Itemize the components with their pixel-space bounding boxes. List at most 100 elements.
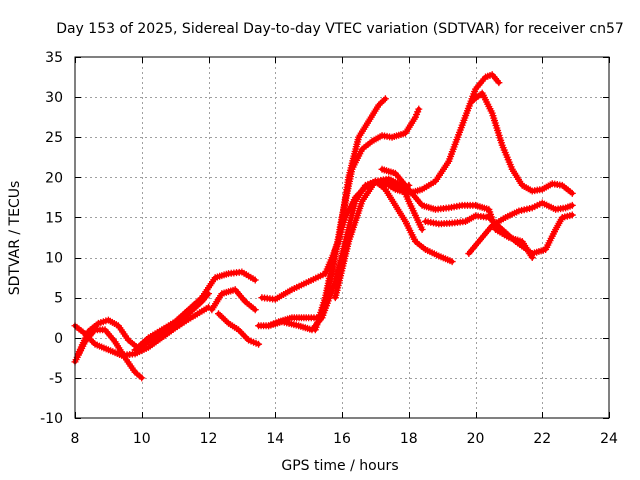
- data-point: [306, 315, 311, 320]
- data-point: [450, 221, 455, 226]
- data-point: [86, 329, 91, 334]
- data-point: [306, 279, 311, 284]
- y-tick-label: 30: [45, 90, 63, 106]
- data-point: [133, 370, 138, 375]
- data-point: [259, 295, 264, 300]
- data-point: [383, 187, 388, 192]
- data-point: [133, 347, 138, 352]
- data-point: [420, 227, 425, 232]
- data-point: [570, 203, 575, 208]
- data-point: [540, 187, 545, 192]
- series-track-b: [71, 303, 212, 359]
- data-point: [273, 297, 278, 302]
- data-point: [139, 375, 144, 380]
- data-point: [360, 147, 364, 152]
- series-track-o: [465, 199, 576, 258]
- data-point: [490, 72, 495, 77]
- data-point: [333, 295, 338, 300]
- data-point: [113, 339, 117, 344]
- data-point: [476, 239, 481, 244]
- data-point: [376, 103, 381, 108]
- data-point: [543, 247, 548, 252]
- y-tick-label: 0: [54, 331, 63, 347]
- data-point: [563, 205, 568, 210]
- data-point: [380, 133, 384, 138]
- data-point: [356, 135, 361, 140]
- data-point: [383, 96, 388, 101]
- data-point: [106, 318, 111, 323]
- data-point: [473, 203, 478, 208]
- data-point: [393, 203, 398, 208]
- data-point: [530, 205, 535, 210]
- data-point: [350, 167, 354, 172]
- x-axis-label: GPS time / hours: [281, 458, 398, 474]
- data-point: [473, 213, 478, 218]
- data-point: [496, 80, 501, 85]
- y-axis-label: SDTVAR / TECUs: [7, 181, 23, 296]
- x-tick-label: 22: [533, 431, 551, 447]
- data-point: [423, 219, 428, 224]
- data-point: [490, 223, 495, 228]
- data-point: [226, 271, 231, 276]
- data-point: [423, 247, 428, 252]
- data-point: [363, 185, 368, 189]
- data-point: [199, 295, 204, 300]
- data-point: [126, 338, 131, 343]
- data-point: [199, 309, 204, 314]
- series-track-d: [131, 268, 259, 354]
- data-point: [209, 307, 214, 312]
- data-point: [206, 305, 211, 310]
- x-tick-label: 16: [333, 431, 351, 447]
- y-tick-label: 15: [45, 210, 63, 226]
- data-point: [279, 319, 284, 324]
- data-point: [516, 209, 521, 213]
- data-point: [493, 227, 498, 232]
- y-tick-label: -5: [49, 371, 63, 387]
- data-point: [560, 183, 565, 188]
- data-point: [289, 287, 294, 292]
- data-point: [446, 159, 451, 164]
- data-point: [253, 278, 258, 282]
- data-point: [420, 187, 425, 192]
- data-point: [500, 143, 505, 148]
- data-point: [483, 75, 488, 80]
- series-track-f: [215, 310, 263, 348]
- data-point: [413, 115, 418, 120]
- data-point: [513, 239, 518, 244]
- chart-title: Day 153 of 2025, Sidereal Day-to-day VTE…: [56, 21, 624, 37]
- y-tick-label: 20: [45, 170, 63, 186]
- x-tick-label: 24: [600, 431, 618, 447]
- data-point: [159, 327, 164, 332]
- data-point: [503, 215, 508, 220]
- data-point: [323, 295, 328, 300]
- data-point: [313, 327, 318, 332]
- data-point: [406, 199, 411, 204]
- data-point: [186, 307, 191, 312]
- data-point: [186, 317, 191, 322]
- data-point: [96, 321, 101, 326]
- data-point: [510, 167, 515, 172]
- data-point: [530, 251, 535, 256]
- data-point: [323, 271, 328, 276]
- y-tick-label: 5: [54, 291, 63, 307]
- data-point: [450, 259, 455, 264]
- data-point: [393, 171, 398, 176]
- data-point: [380, 179, 384, 184]
- data-point: [116, 323, 121, 328]
- data-point: [256, 323, 261, 328]
- data-point: [133, 351, 138, 356]
- x-tick-label: 14: [266, 431, 284, 447]
- data-point: [333, 247, 338, 252]
- data-point: [236, 327, 241, 332]
- data-point: [76, 351, 81, 356]
- data-point: [470, 99, 475, 104]
- series-track-n: [421, 211, 576, 258]
- y-tick-label: -10: [40, 411, 63, 427]
- data-point: [436, 221, 441, 226]
- data-point: [530, 255, 535, 260]
- x-tick-label: 8: [71, 431, 80, 447]
- data-point: [530, 189, 535, 193]
- data-point: [520, 183, 525, 188]
- data-point: [403, 131, 408, 136]
